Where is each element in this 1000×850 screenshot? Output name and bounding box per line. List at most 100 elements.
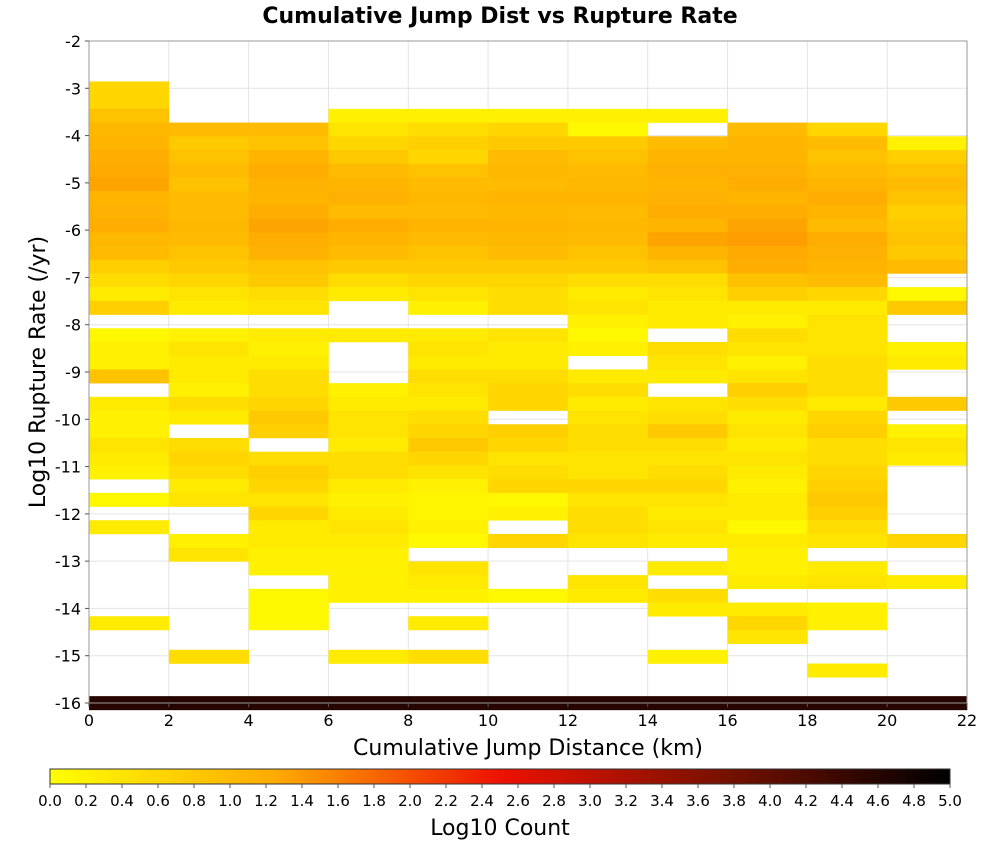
y-axis-ticks: -2 -3 -4 -5 -6 -7 -8 -9 -10 -11 -12 -13 -14 -15 -16 [55,32,89,713]
heatmap-cell [807,616,888,631]
heatmap-cell [89,218,170,233]
x-tick-label: 14 [638,711,658,730]
colorbar-tick-label: 1.0 [218,792,242,810]
heatmap-cell [328,520,409,535]
heatmap-cell [567,437,649,452]
heatmap-cell [168,533,249,548]
heatmap-cell [89,369,170,384]
heatmap-cell [727,204,808,219]
heatmap-cell [488,273,569,288]
heatmap-cell [248,177,329,192]
x-tick-label: 2 [164,711,174,730]
heatmap-cell [887,437,968,452]
heatmap-cell [248,602,329,617]
heatmap-cell [807,663,888,678]
heatmap-cell [168,341,249,356]
heatmap-cell [807,575,888,590]
heatmap-cell [488,300,569,315]
colorbar-tick-label: 3.4 [650,792,674,810]
heatmap-cell [89,492,170,507]
heatmap-cell [647,177,728,192]
heatmap-cell [89,232,170,247]
heatmap-cell [647,259,728,274]
heatmap-cell [408,533,489,548]
heatmap-cell [328,547,409,562]
heatmap-cell [647,136,728,151]
heatmap-cell [328,383,409,398]
heatmap-cell [248,396,329,411]
heatmap-cell [408,232,489,247]
heatmap-cell [727,410,808,425]
heatmap-cell [408,341,489,356]
heatmap-cell [248,122,329,137]
heatmap-cell [168,649,249,664]
heatmap-cell [328,122,409,137]
heatmap-cell [727,451,808,466]
heatmap-cell [647,492,728,507]
heatmap-cell [567,149,649,165]
heatmap-cell [248,273,329,288]
heatmap-cell [328,259,409,274]
heatmap-cell [89,437,170,452]
heatmap-cell [248,218,329,233]
heatmap-cell [647,355,728,370]
heatmap-cell [567,506,649,521]
heatmap-cell [727,506,808,521]
heatmap-cell [89,177,170,192]
heatmap-cell [887,191,968,206]
colorbar-tick-label: 2.2 [434,792,458,810]
heatmap-cell [727,300,808,315]
heatmap-cell [248,287,329,302]
heatmap-cell [89,81,170,96]
y-tick-label: -10 [55,410,81,429]
heatmap-cell [408,479,489,494]
heatmap-cell [89,287,170,302]
colorbar-tick-label: 3.6 [686,792,710,810]
heatmap-cell [248,533,329,548]
heatmap-cells [89,81,968,711]
heatmap-cell [567,520,649,535]
heatmap-cell [89,451,170,466]
heatmap-cell [488,479,569,494]
colorbar-tick-label: 2.4 [470,792,494,810]
colorbar-tick-label: 4.4 [830,792,854,810]
heatmap-cell [727,177,808,192]
heatmap-cell [727,479,808,494]
heatmap-cell [168,547,249,562]
colorbar-tick-label: 4.2 [794,792,818,810]
heatmap-cell [89,136,170,151]
heatmap-cell [248,506,329,521]
heatmap-cell [328,575,409,590]
heatmap-cell [328,465,409,480]
heatmap-cell [807,396,888,411]
heatmap-cell [567,245,649,260]
heatmap-cell [807,341,888,356]
heatmap-cell [408,369,489,384]
heatmap-cell [328,177,409,192]
colorbar-tick-label: 2.6 [506,792,530,810]
heatmap-cell [567,410,649,425]
heatmap-cell [567,479,649,494]
x-tick-label: 8 [403,711,413,730]
heatmap-cell [488,163,569,178]
heatmap-cell [89,616,170,631]
heatmap-cell [328,108,409,123]
heatmap-cell [727,575,808,590]
heatmap-cell [727,396,808,411]
heatmap-cell [807,437,888,452]
colorbar-tick-label: 1.2 [254,792,278,810]
heatmap-cell [727,122,808,137]
colorbar-tick-label: 0.2 [74,792,98,810]
heatmap-cell [647,369,728,384]
y-tick-label: -16 [55,694,81,713]
heatmap-cell [567,218,649,233]
heatmap-cell [807,328,888,343]
heatmap-cell [807,149,888,165]
colorbar-tick-label: 0.6 [146,792,170,810]
heatmap-cell [408,122,489,137]
heatmap-cell [248,588,329,603]
heatmap-cell [727,136,808,151]
heatmap-cell [248,383,329,398]
heatmap-cell [89,355,170,370]
heatmap-cell [168,287,249,302]
